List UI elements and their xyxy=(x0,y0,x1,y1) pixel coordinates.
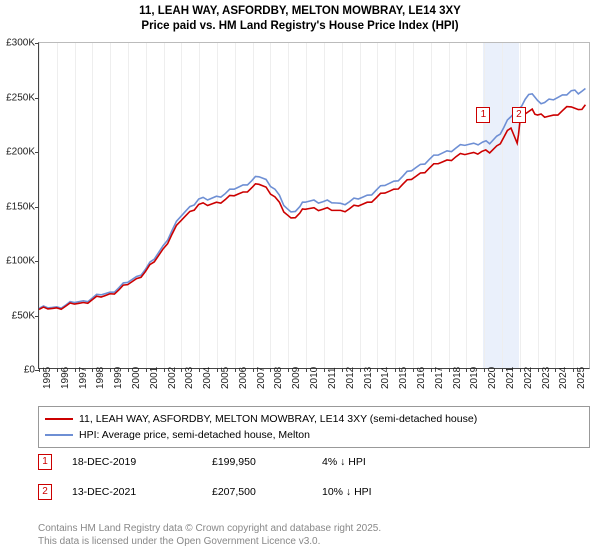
x-axis-label: 1998 xyxy=(95,367,106,389)
y-axis-label: £200K xyxy=(1,147,35,158)
chart-marker-2: 2 xyxy=(512,107,526,123)
x-axis-label: 2021 xyxy=(505,367,516,389)
x-axis-label: 2005 xyxy=(220,367,231,389)
data-price: £207,500 xyxy=(212,486,322,498)
data-delta: 4% ↓ HPI xyxy=(322,456,442,468)
x-axis-label: 2006 xyxy=(238,367,249,389)
y-axis-label: £250K xyxy=(1,92,35,103)
x-axis-label: 2016 xyxy=(416,367,427,389)
data-price: £199,950 xyxy=(212,456,322,468)
data-row: 1 18-DEC-2019 £199,950 4% ↓ HPI xyxy=(38,454,590,470)
x-axis-label: 2014 xyxy=(380,367,391,389)
chart-marker-1: 1 xyxy=(476,107,490,123)
title-line-1: 11, LEAH WAY, ASFORDBY, MELTON MOWBRAY, … xyxy=(0,4,600,19)
x-axis-label: 2011 xyxy=(327,367,338,389)
x-axis-label: 2012 xyxy=(345,367,356,389)
series-price_paid xyxy=(39,105,585,310)
y-axis-label: £300K xyxy=(1,38,35,49)
x-axis-label: 2015 xyxy=(398,367,409,389)
data-delta: 10% ↓ HPI xyxy=(322,486,442,498)
x-axis-label: 2009 xyxy=(291,367,302,389)
chart-plot-area: £0£50K£100K£150K£200K£250K£300K 19951996… xyxy=(38,42,590,369)
footer-line-1: Contains HM Land Registry data © Crown c… xyxy=(38,522,590,535)
legend-label: HPI: Average price, semi-detached house,… xyxy=(79,429,310,441)
x-axis-label: 2020 xyxy=(487,367,498,389)
legend-label: 11, LEAH WAY, ASFORDBY, MELTON MOWBRAY, … xyxy=(79,413,477,425)
y-axis-label: £50K xyxy=(1,310,35,321)
x-axis-label: 1997 xyxy=(78,367,89,389)
marker-badge: 1 xyxy=(38,454,52,470)
x-axis-label: 2024 xyxy=(558,367,569,389)
x-axis-label: 2025 xyxy=(576,367,587,389)
x-axis-label: 2004 xyxy=(202,367,213,389)
series-hpi xyxy=(39,89,585,309)
legend-item: 11, LEAH WAY, ASFORDBY, MELTON MOWBRAY, … xyxy=(45,411,583,427)
x-axis-label: 2018 xyxy=(452,367,463,389)
chart-lines xyxy=(39,43,589,368)
x-axis-label: 2019 xyxy=(469,367,480,389)
y-axis-label: £0 xyxy=(1,365,35,376)
x-axis-label: 2013 xyxy=(363,367,374,389)
footer: Contains HM Land Registry data © Crown c… xyxy=(38,522,590,548)
x-axis-label: 2017 xyxy=(434,367,445,389)
x-axis-label: 1999 xyxy=(113,367,124,389)
marker-badge: 2 xyxy=(38,484,52,500)
legend-item: HPI: Average price, semi-detached house,… xyxy=(45,427,583,443)
title-line-2: Price paid vs. HM Land Registry's House … xyxy=(0,19,600,34)
x-axis-label: 2003 xyxy=(184,367,195,389)
legend-swatch xyxy=(45,418,73,421)
x-axis-label: 2001 xyxy=(149,367,160,389)
x-axis-label: 2000 xyxy=(131,367,142,389)
y-axis-label: £100K xyxy=(1,256,35,267)
legend: 11, LEAH WAY, ASFORDBY, MELTON MOWBRAY, … xyxy=(38,406,590,448)
x-axis-label: 2002 xyxy=(167,367,178,389)
data-row: 2 13-DEC-2021 £207,500 10% ↓ HPI xyxy=(38,484,590,500)
x-axis-label: 1995 xyxy=(42,367,53,389)
y-axis-label: £150K xyxy=(1,201,35,212)
x-axis-label: 2010 xyxy=(309,367,320,389)
legend-swatch xyxy=(45,434,73,437)
x-axis-label: 1996 xyxy=(60,367,71,389)
footer-line-2: This data is licensed under the Open Gov… xyxy=(38,535,590,548)
data-date: 13-DEC-2021 xyxy=(72,486,212,498)
x-axis-label: 2023 xyxy=(541,367,552,389)
x-axis-label: 2007 xyxy=(256,367,267,389)
data-date: 18-DEC-2019 xyxy=(72,456,212,468)
x-axis-label: 2008 xyxy=(273,367,284,389)
x-axis-label: 2022 xyxy=(523,367,534,389)
